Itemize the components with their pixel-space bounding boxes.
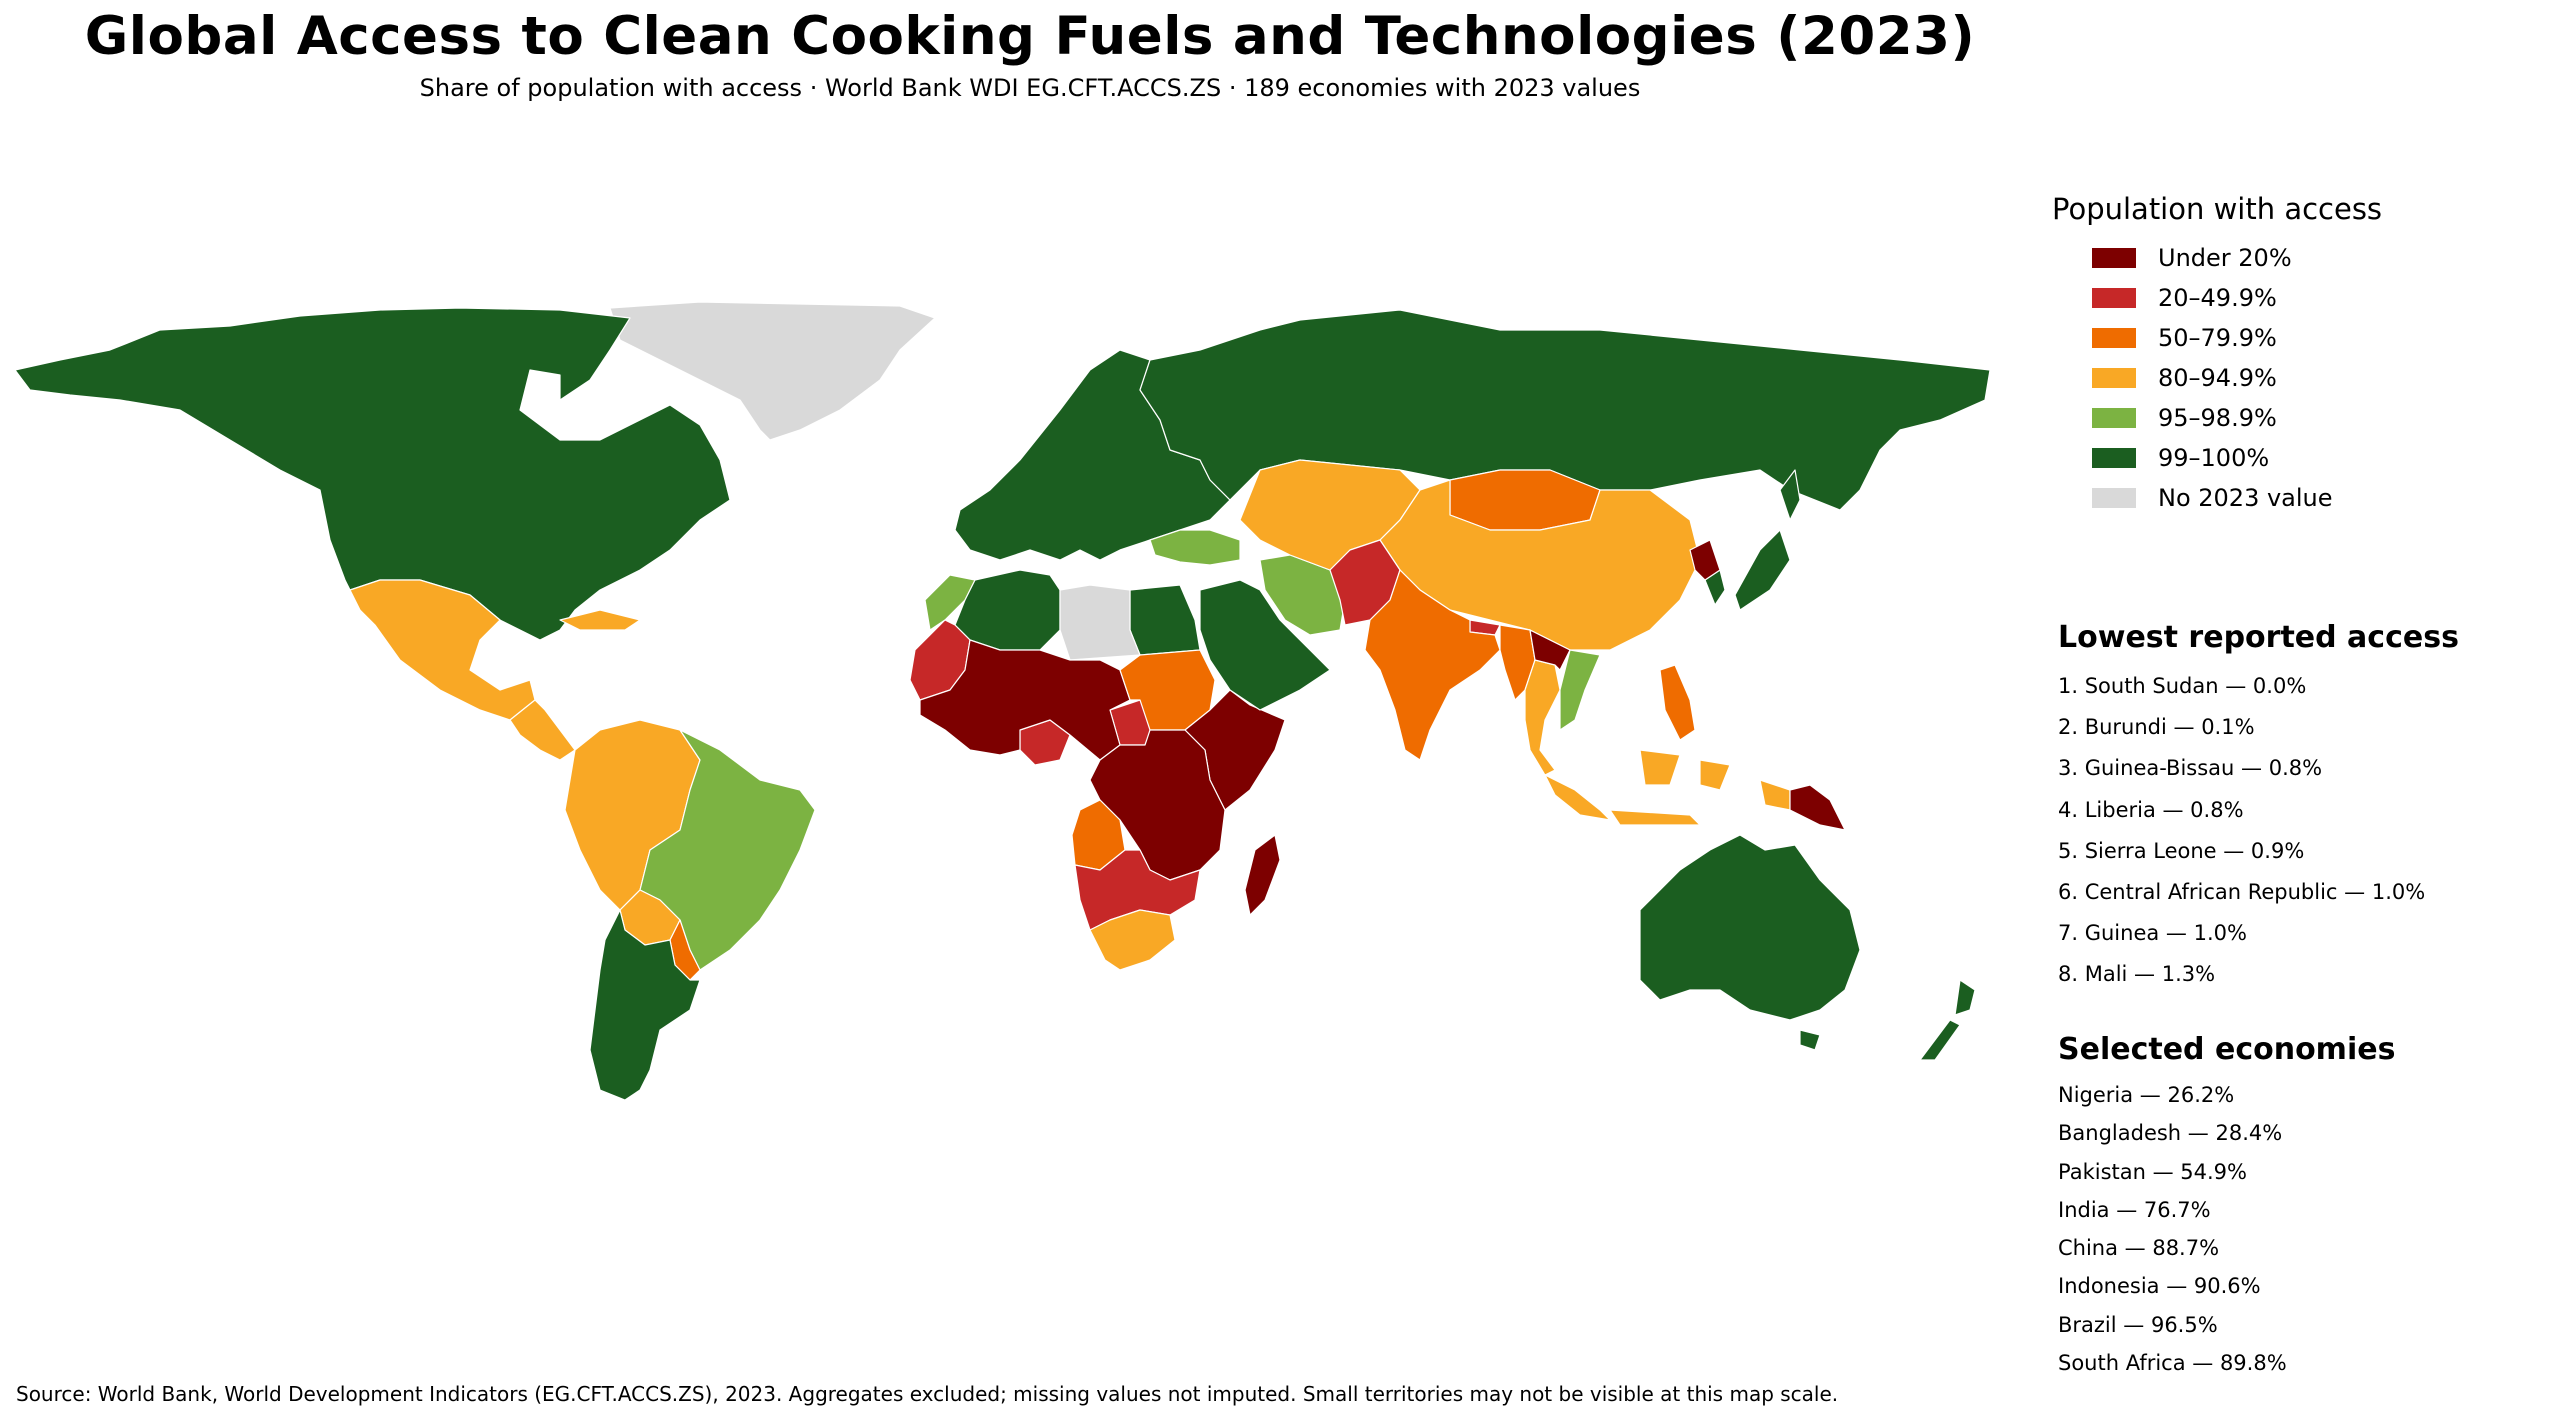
legend-swatch [2092, 488, 2136, 508]
legend-swatch [2092, 328, 2136, 348]
legend-label: Under 20% [2158, 244, 2292, 272]
region-korea-japan [1704, 469, 1801, 611]
list-item: 1. South Sudan — 0.0% [2058, 674, 2307, 698]
legend-label: 95–98.9% [2158, 404, 2277, 432]
legend-item: 50–79.9% [2092, 318, 2333, 358]
region-indonesia [1544, 749, 1791, 826]
legend-item: 99–100% [2092, 438, 2333, 478]
region-middle-east [1199, 579, 1331, 711]
region-libya [1059, 584, 1141, 661]
region-india [1364, 569, 1501, 761]
list-item: 5. Sierra Leone — 0.9% [2058, 838, 2305, 863]
list-item: 7. Guinea — 1.0% [2058, 921, 2247, 946]
list-item: China — 88.7% [2058, 1236, 2220, 1261]
region-vietnam [1559, 649, 1601, 731]
legend-item: 95–98.9% [2092, 398, 2333, 438]
list-item: Bangladesh — 28.4% [2058, 1121, 2283, 1146]
legend-swatch [2092, 248, 2136, 268]
list-item: Indonesia — 90.6% [2058, 1274, 2261, 1299]
legend-item: Under 20% [2092, 238, 2333, 278]
legend-swatch [2092, 368, 2136, 388]
region-papua-new-guinea [1789, 784, 1846, 831]
lowest-access-list: 1. South Sudan — 0.0% 2. Burundi — 0.1% … [2058, 666, 2425, 996]
legend-label: 99–100% [2158, 444, 2270, 472]
selected-economies-title: Selected economies [2058, 1032, 2396, 1067]
region-north-america [14, 307, 731, 641]
list-item: Brazil — 96.5% [2058, 1312, 2218, 1337]
list-item: India — 76.7% [2058, 1197, 2211, 1222]
source-note: Source: World Bank, World Development In… [16, 1382, 1839, 1406]
list-item: 4. Liberia — 0.8% [2058, 797, 2244, 822]
legend-swatch [2092, 448, 2136, 468]
region-sahel [919, 639, 1131, 761]
region-north-korea [1689, 539, 1721, 581]
region-laos [1529, 629, 1571, 671]
list-item: Nigeria — 26.2% [2058, 1083, 2235, 1107]
map-subtitle: Share of population with access · World … [419, 74, 1641, 102]
region-turkey [1149, 529, 1241, 566]
legend-item: 80–94.9% [2092, 358, 2333, 398]
legend: Under 20% 20–49.9% 50–79.9% 80–94.9% 95–… [2092, 238, 2333, 518]
legend-swatch [2092, 288, 2136, 308]
legend-item: 20–49.9% [2092, 278, 2333, 318]
list-item: Pakistan — 54.9% [2058, 1159, 2247, 1184]
list-item: 8. Mali — 1.3% [2058, 962, 2216, 987]
region-greenland [609, 301, 936, 441]
legend-item: No 2023 value [2092, 478, 2333, 518]
list-item: 2. Burundi — 0.1% [2058, 715, 2255, 740]
region-southern-cone [589, 909, 701, 1101]
legend-title: Population with access [2052, 192, 2383, 226]
world-map [14, 301, 1991, 1101]
region-south-africa [1089, 909, 1176, 971]
region-madagascar [1244, 834, 1281, 916]
region-southeast-asia [1524, 659, 1561, 776]
lowest-access-title: Lowest reported access [2058, 620, 2459, 655]
region-russia [1139, 309, 1991, 511]
list-item: South Africa — 89.8% [2058, 1351, 2287, 1376]
legend-label: 20–49.9% [2158, 284, 2277, 312]
region-australia [1639, 834, 1861, 1051]
list-item: 3. Guinea-Bissau — 0.8% [2058, 756, 2323, 781]
region-mexico [349, 579, 536, 721]
legend-label: 80–94.9% [2158, 364, 2277, 392]
selected-economies-list: Nigeria — 26.2% Bangladesh — 28.4% Pakis… [2058, 1076, 2287, 1382]
legend-label: No 2023 value [2158, 484, 2333, 512]
region-new-zealand [1919, 979, 1976, 1061]
region-philippines [1659, 664, 1696, 741]
list-item: 6. Central African Republic — 1.0% [2058, 879, 2426, 904]
map-title: Global Access to Clean Cooking Fuels and… [84, 6, 1976, 67]
legend-label: 50–79.9% [2158, 324, 2277, 352]
legend-swatch [2092, 408, 2136, 428]
